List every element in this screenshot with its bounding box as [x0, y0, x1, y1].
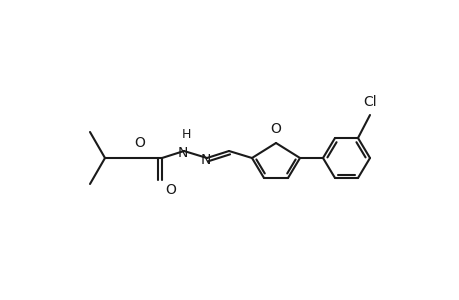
Text: Cl: Cl [363, 95, 376, 109]
Text: H: H [181, 128, 190, 141]
Text: N: N [178, 146, 188, 160]
Text: N: N [201, 153, 211, 167]
Text: O: O [134, 136, 145, 150]
Text: O: O [270, 122, 281, 136]
Text: O: O [165, 183, 175, 197]
